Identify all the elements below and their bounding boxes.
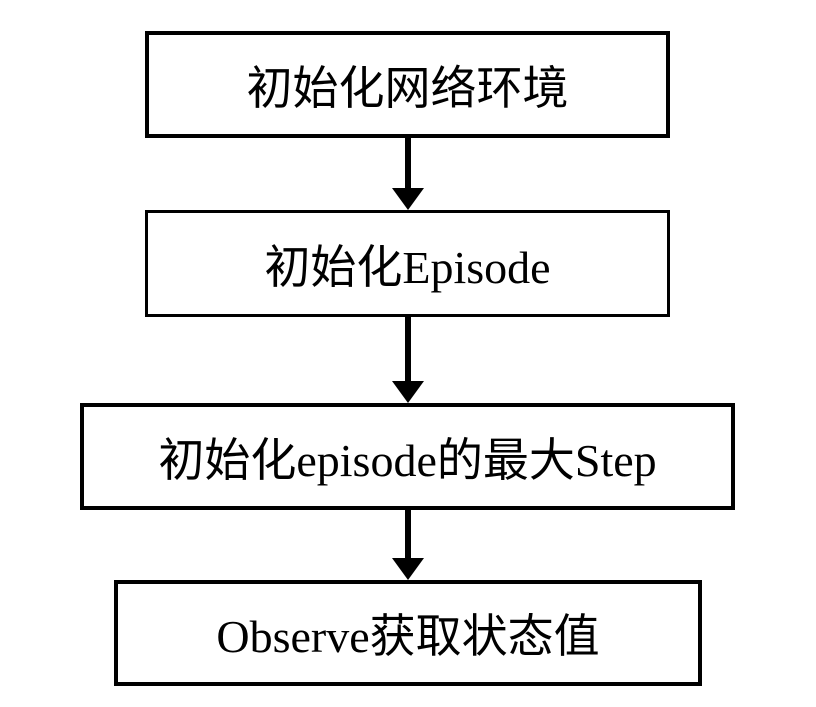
flowchart-canvas: 初始化网络环境 初始化Episode 初始化episode的最大Step Obs… <box>0 0 816 707</box>
flow-edge-arrowhead <box>392 188 424 210</box>
flow-node-init-network: 初始化网络环境 <box>145 31 670 138</box>
flow-node-label: 初始化网络环境 <box>247 52 569 118</box>
flow-edge-arrowhead <box>392 381 424 403</box>
flow-node-observe-state: Observe获取状态值 <box>114 580 702 686</box>
flow-edge-arrowhead <box>392 558 424 580</box>
flow-node-init-max-step: 初始化episode的最大Step <box>80 403 735 510</box>
flow-node-init-episode: 初始化Episode <box>145 210 670 317</box>
flow-edge-line <box>405 510 411 558</box>
flow-edge-line <box>405 317 411 381</box>
flow-node-label: 初始化episode的最大Step <box>158 424 656 490</box>
flow-node-label: Observe获取状态值 <box>216 600 599 666</box>
flow-edge-line <box>405 138 411 188</box>
flow-node-label: 初始化Episode <box>264 231 550 297</box>
